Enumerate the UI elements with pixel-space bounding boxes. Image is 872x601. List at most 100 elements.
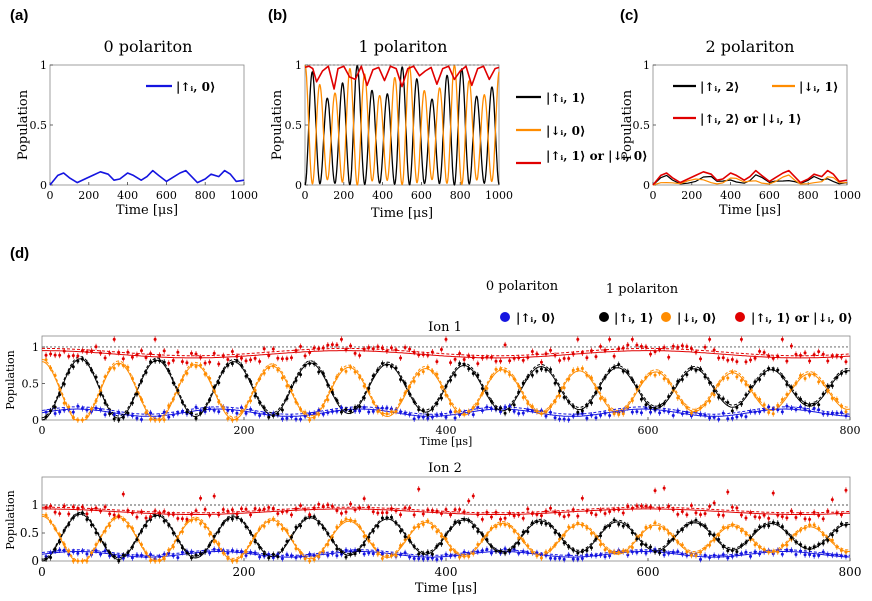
ion2-red-point bbox=[549, 506, 553, 510]
ion2-red-point bbox=[326, 503, 330, 507]
ion2-blue-point bbox=[403, 551, 407, 555]
ion2-red-point bbox=[839, 513, 843, 517]
ion2-black-point bbox=[280, 548, 284, 552]
ion2-red-point bbox=[689, 503, 693, 507]
ion2-black-point bbox=[626, 523, 630, 527]
ion1-red-point bbox=[367, 345, 371, 349]
ion2-black-point bbox=[62, 528, 66, 532]
ion1-blue-point bbox=[685, 410, 689, 414]
ion1-orange-point bbox=[580, 366, 584, 370]
ion2-orange-point bbox=[485, 533, 489, 537]
panel-b-xlabel: Time [μs] bbox=[371, 206, 433, 221]
ion2-blue-point bbox=[226, 551, 230, 555]
ion2-orange-point bbox=[585, 526, 589, 530]
ion2-black-point bbox=[80, 511, 84, 515]
ion1-blue-point bbox=[794, 408, 798, 412]
ion1-blue-point bbox=[844, 414, 848, 418]
ion2-black-point bbox=[453, 520, 457, 524]
ion2-black-point bbox=[53, 547, 57, 551]
ion2-orange-point bbox=[667, 531, 671, 535]
ion1-blue-point bbox=[630, 410, 634, 414]
ion1-red-point bbox=[630, 337, 634, 341]
ion1-blue-point bbox=[99, 408, 103, 412]
ion1-orange-point bbox=[294, 400, 298, 404]
ion2-xtick-label: 800 bbox=[839, 565, 862, 579]
ion1-blue-point bbox=[212, 408, 216, 412]
ion2-black-point bbox=[317, 521, 321, 525]
panel-b-ylabel: Population bbox=[270, 89, 285, 160]
ion2-orange-point bbox=[735, 525, 739, 529]
ion2-blue-point bbox=[139, 553, 143, 557]
ion2-red-point bbox=[239, 507, 243, 511]
panel-a-ytick-label: 1 bbox=[40, 59, 47, 72]
ion2-orange-point bbox=[308, 559, 312, 563]
ion1-black-point bbox=[235, 358, 239, 362]
ion1-red-point bbox=[308, 351, 312, 355]
ion2-orange-point bbox=[603, 548, 607, 552]
ion2-blue-point bbox=[717, 555, 721, 559]
ion2-black-point bbox=[812, 545, 816, 549]
ion1-red-point bbox=[594, 355, 598, 359]
ion1-orange-point bbox=[535, 409, 539, 413]
ion2-orange-point bbox=[726, 525, 730, 529]
ion2-red-point bbox=[844, 488, 848, 492]
ion1-orange-point bbox=[317, 412, 321, 416]
ion2-blue-point bbox=[376, 548, 380, 552]
ion2-red-point bbox=[349, 502, 353, 506]
ion1-blue-point bbox=[117, 410, 121, 414]
ion1-orange-point bbox=[439, 385, 443, 389]
ion1-orange-point bbox=[280, 376, 284, 380]
panel-a-ytick-label: 0 bbox=[40, 179, 47, 192]
ion1-black-point bbox=[808, 403, 812, 407]
panel-c-ytick-label: 0 bbox=[643, 179, 650, 192]
panel-b-series bbox=[304, 64, 500, 186]
ion1-black-point bbox=[330, 390, 334, 394]
ion2-orange-point bbox=[249, 541, 253, 545]
ion2-blue-point bbox=[699, 557, 703, 561]
ion1-blue-point bbox=[158, 414, 162, 418]
ion2-blue-point bbox=[626, 553, 630, 557]
ion1-red-point bbox=[44, 353, 48, 357]
ion1-blue-point bbox=[430, 415, 434, 419]
ion1-orange-point bbox=[512, 377, 516, 381]
panel-a-label: (a) bbox=[10, 7, 28, 24]
ion1-orange-point bbox=[262, 371, 266, 375]
ion1-orange-point bbox=[394, 410, 398, 414]
ion1-blue-point bbox=[721, 411, 725, 415]
ion2-red-point bbox=[112, 513, 116, 517]
ion2-blue-point bbox=[449, 554, 453, 558]
ion2-blue-point bbox=[426, 557, 430, 561]
ion2-blue-point bbox=[435, 557, 439, 561]
ion1-orange-point bbox=[130, 377, 134, 381]
ion2-red-point bbox=[521, 516, 525, 520]
ion2-black-point bbox=[699, 522, 703, 526]
ion2-blue-point bbox=[826, 552, 830, 556]
ion1-black-point bbox=[539, 367, 543, 371]
ion1-black-point bbox=[476, 373, 480, 377]
ion1-black-point bbox=[653, 406, 657, 410]
ion2-black-fit-line bbox=[41, 511, 851, 560]
ion1-red-point bbox=[826, 359, 830, 363]
ion2-orange-point bbox=[121, 518, 125, 522]
ion1-orange-point bbox=[508, 373, 512, 377]
ion1-blue-point bbox=[226, 408, 230, 412]
ion2-black-point bbox=[799, 542, 803, 546]
ion1-orange-point bbox=[794, 381, 798, 385]
ion2-orange-point bbox=[694, 554, 698, 558]
ion2-red-point bbox=[826, 509, 830, 513]
ion2-black-point bbox=[185, 551, 189, 555]
ion1-orange-point bbox=[180, 378, 184, 382]
ion1-red-point bbox=[721, 356, 725, 360]
ion2-black-point bbox=[358, 549, 362, 553]
ion2-red-point bbox=[671, 508, 675, 512]
ion1-black-point bbox=[371, 374, 375, 378]
ion2-red-point bbox=[649, 505, 653, 509]
panel-a-ylabel: Population bbox=[16, 89, 31, 160]
ion2-blue-point bbox=[230, 548, 234, 552]
ion1-red-point bbox=[667, 355, 671, 359]
ion2-black-point bbox=[403, 535, 407, 539]
ion1-black-point bbox=[321, 372, 325, 376]
ion2-blue-point bbox=[121, 556, 125, 560]
ion1-orange-point bbox=[89, 407, 93, 411]
ion2-blue-point bbox=[676, 550, 680, 554]
